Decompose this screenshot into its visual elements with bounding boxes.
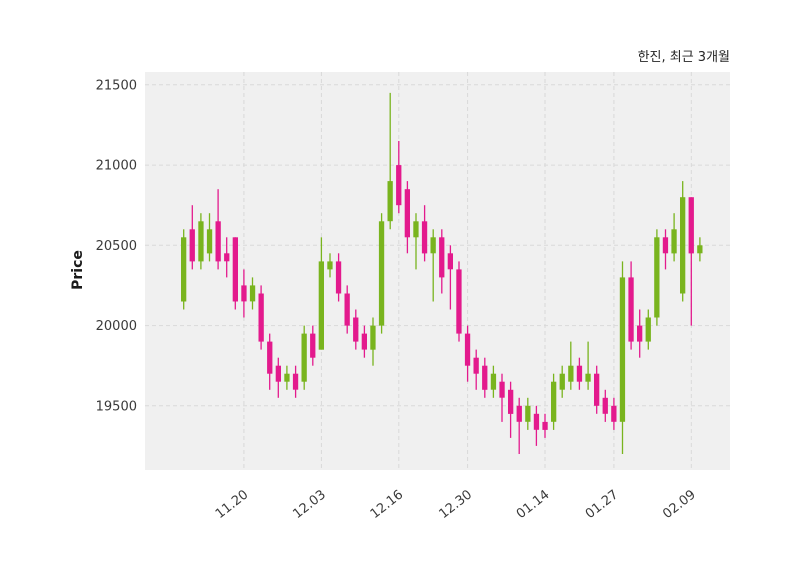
candle-body xyxy=(361,333,367,350)
candle-body xyxy=(533,413,540,430)
candle-body xyxy=(542,421,548,430)
candle-body xyxy=(482,365,488,390)
candle-body xyxy=(619,277,626,422)
y-tick-label: 21500 xyxy=(96,78,137,93)
candle-body xyxy=(215,221,221,262)
candle-body xyxy=(645,317,651,342)
candle-body xyxy=(447,253,453,270)
candle-body xyxy=(585,373,591,382)
candle-body xyxy=(516,405,522,422)
candle-body xyxy=(456,269,462,334)
candle-body xyxy=(335,261,342,294)
candle-body xyxy=(508,389,514,414)
candle-body xyxy=(292,373,299,390)
candle-body xyxy=(258,293,264,342)
candle-body xyxy=(249,285,256,302)
candle-body xyxy=(490,373,497,390)
candle-body xyxy=(284,373,290,382)
candle-body xyxy=(576,365,583,382)
candle-body xyxy=(241,285,247,302)
candle-body xyxy=(198,221,204,262)
candle-body xyxy=(662,237,669,254)
candle-body xyxy=(602,397,608,414)
candle-body xyxy=(275,365,281,382)
candle-body xyxy=(628,277,634,342)
candle-body xyxy=(396,165,402,206)
chart-title: 한진, 최근 3개월 xyxy=(637,50,730,65)
candle-body xyxy=(378,221,385,326)
y-axis-title: Price xyxy=(69,250,86,290)
candle-body xyxy=(671,229,677,254)
candle-body xyxy=(430,237,436,254)
y-tick-label: 20500 xyxy=(96,239,137,254)
x-tick-label: 12.03 xyxy=(290,487,329,522)
candle-body xyxy=(611,405,617,422)
candle-body xyxy=(318,261,324,350)
candle-body xyxy=(387,181,393,222)
candle-body xyxy=(206,229,213,254)
candle-body xyxy=(301,333,307,382)
x-tick-label: 01.27 xyxy=(583,487,622,522)
candle-body xyxy=(688,197,694,254)
candle-body xyxy=(181,237,187,302)
x-tick-label: 11.20 xyxy=(213,487,252,522)
candle-body xyxy=(568,365,574,382)
candle-body xyxy=(499,381,505,398)
x-tick-label: 12.16 xyxy=(368,487,407,522)
candle-body xyxy=(413,221,419,238)
candle-body xyxy=(464,333,471,366)
candle-body xyxy=(353,317,359,342)
candle-body xyxy=(232,237,238,302)
y-tick-label: 21000 xyxy=(96,159,137,174)
x-tick-label: 12.30 xyxy=(436,487,475,522)
candle-body xyxy=(370,325,376,350)
candle-body xyxy=(439,237,445,278)
candle-body xyxy=(559,373,565,390)
candle-body xyxy=(421,221,428,254)
candle-body xyxy=(189,229,195,262)
candle-body xyxy=(680,197,686,294)
x-tick-label: 01.14 xyxy=(514,487,553,522)
candle-body xyxy=(310,333,316,358)
candle-body xyxy=(697,245,703,254)
candle-body xyxy=(267,341,273,374)
x-tick-label: 02.09 xyxy=(660,487,699,522)
candle-body xyxy=(404,189,410,238)
candle-body xyxy=(224,253,230,262)
candle-body xyxy=(551,381,557,422)
candle-body xyxy=(637,325,643,342)
plot-area xyxy=(145,72,730,470)
candle-body xyxy=(525,405,531,422)
candle-body xyxy=(473,357,479,374)
y-tick-label: 19500 xyxy=(96,399,137,414)
candle-body xyxy=(594,373,600,406)
y-tick-label: 20000 xyxy=(96,319,137,334)
candle-body xyxy=(344,293,350,326)
candle-body xyxy=(327,261,333,270)
candle-body xyxy=(654,237,660,318)
